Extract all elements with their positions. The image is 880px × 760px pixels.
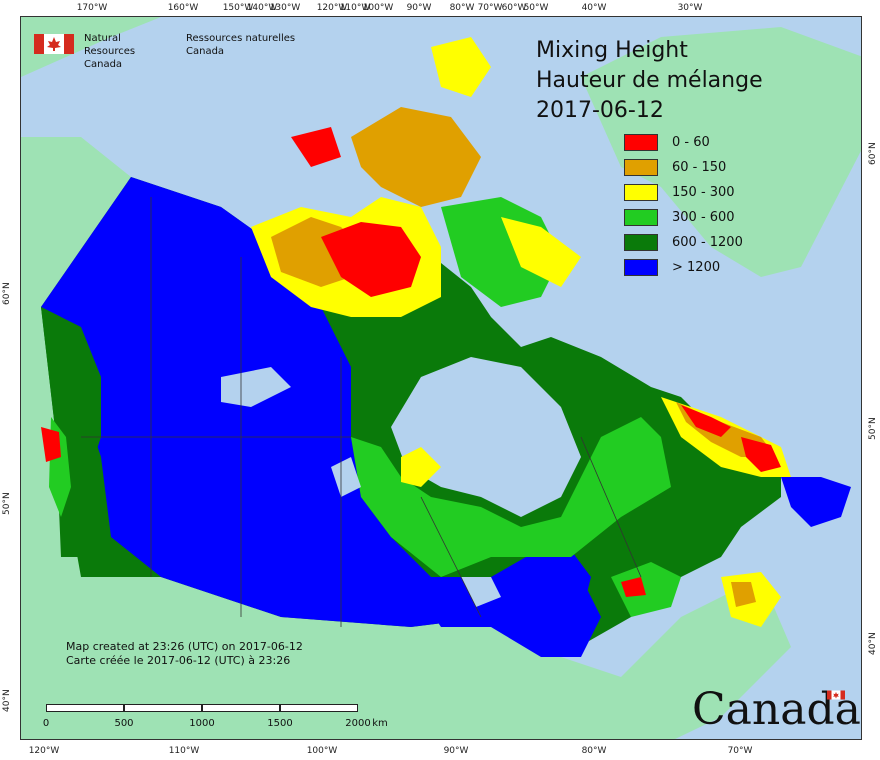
agency-french-line2: Canada (186, 46, 225, 57)
top-tick-label: 160°W (167, 3, 199, 13)
scale-bar-label: 1500 (267, 718, 293, 729)
scale-bar-unit: km (372, 718, 388, 729)
land-alaska (21, 137, 131, 739)
scale-bar-segment (280, 704, 358, 712)
region-labrador-red (681, 405, 731, 437)
top-tick-label: 120°W (316, 3, 348, 13)
provincial-borders (81, 197, 642, 627)
region-bc-coast-green (41, 307, 101, 557)
legend-label: 300 - 600 (672, 210, 735, 225)
region-ontario-blue (421, 577, 601, 657)
title-french: Hauteur de mélange (536, 68, 763, 93)
agency-english-line2: Canada (84, 59, 123, 70)
created-french: Carte créée le 2017-06-12 (UTC) à 23:26 (66, 654, 291, 667)
map-frame (20, 16, 862, 740)
region-newfoundland-blue (781, 477, 851, 527)
canada-flag-icon (34, 34, 74, 54)
left-tick-label: 60°N (2, 282, 12, 305)
bottom-tick-label: 70°W (727, 746, 753, 756)
legend-label: 60 - 150 (672, 160, 727, 175)
legend-swatch (624, 184, 658, 201)
top-tick-label: 50°W (523, 3, 549, 13)
right-tick-label: 50°N (868, 417, 878, 440)
region-ellesmere-orange (351, 107, 481, 207)
legend-swatch (624, 234, 658, 251)
legend-label: 600 - 1200 (672, 235, 743, 250)
left-tick-label: 40°N (2, 689, 12, 712)
scale-bar-segment (202, 704, 280, 712)
legend-swatch (624, 159, 658, 176)
land-usa (61, 517, 791, 739)
right-tick-label: 40°N (868, 632, 878, 655)
canada-wordmark: Canada (692, 688, 861, 732)
agency-french-line1: Ressources naturelles (186, 33, 296, 44)
top-tick-label: 90°W (406, 3, 432, 13)
bottom-tick-label: 120°W (28, 746, 60, 756)
top-tick-label: 30°W (677, 3, 703, 13)
scale-bar: 0 500 1000 1500 2000 km (42, 704, 406, 734)
legend-swatch (624, 209, 658, 226)
bottom-tick-label: 110°W (168, 746, 200, 756)
top-tick-label: 100°W (362, 3, 394, 13)
map-canvas (21, 17, 861, 739)
scale-bar-segment (124, 704, 202, 712)
lake-winnipeg (331, 457, 361, 497)
legend-label: 150 - 300 (672, 185, 735, 200)
scale-bar-label: 2000 (345, 718, 371, 729)
top-tick-label: 140°W (246, 3, 278, 13)
top-tick-label: 170°W (76, 3, 108, 13)
lake-superior (461, 577, 501, 607)
bottom-tick-label: 100°W (306, 746, 338, 756)
title-english: Mixing Height (536, 38, 688, 63)
region-southeast-lightgreen (611, 562, 681, 617)
top-tick-label: 60°W (501, 3, 527, 13)
region-west-blue (41, 177, 591, 657)
region-baffin-yellow (501, 217, 581, 287)
created-english: Map created at 23:26 (UTC) on 2017-06-12 (66, 640, 303, 653)
creation-note: Map created at 23:26 (UTC) on 2017-06-12… (66, 640, 303, 668)
region-shield-lightgreen (351, 417, 671, 577)
legend-label: 0 - 60 (672, 135, 710, 150)
title-date: 2017-06-12 (536, 98, 664, 123)
legend-swatch (624, 259, 658, 276)
region-arctic-red (321, 222, 421, 297)
top-tick-label: 40°W (581, 3, 607, 13)
agency-english-line1: Natural Resources (84, 33, 136, 57)
map-title: Mixing Height Hauteur de mélange 2017-06… (536, 36, 763, 126)
top-tick-label: 150°W (222, 3, 254, 13)
left-tick-label: 50°N (2, 492, 12, 515)
agency-name-french: Ressources naturelles Canada (186, 32, 296, 58)
top-tick-label: 70°W (477, 3, 503, 13)
top-tick-label: 130°W (269, 3, 301, 13)
top-tick-label: 80°W (449, 3, 475, 13)
bottom-tick-label: 80°W (581, 746, 607, 756)
region-southeast-red (621, 577, 646, 597)
scale-bar-label: 1000 (189, 718, 215, 729)
region-labrador-red-2 (741, 437, 781, 472)
legend-label: > 1200 (672, 260, 721, 275)
top-tick-label: 110°W (339, 3, 371, 13)
land-greenland (581, 27, 861, 277)
agency-name-english: Natural Resources Canada (84, 32, 154, 71)
right-tick-label: 60°N (868, 142, 878, 165)
scale-bar-label: 500 (114, 718, 134, 729)
bottom-tick-label: 90°W (443, 746, 469, 756)
scale-bar-label: 0 (42, 718, 50, 729)
region-hudson-yellow (401, 447, 441, 487)
region-ellesmere-yellow (431, 37, 491, 97)
region-maritimes-orange (731, 582, 756, 607)
lake-great-slave (221, 367, 291, 407)
hudson-bay (391, 357, 581, 517)
region-banks-red (291, 127, 341, 167)
land-northwest (21, 17, 161, 77)
legend-swatch (624, 134, 658, 151)
scale-bar-segment (46, 704, 124, 712)
region-bc-red (41, 427, 61, 462)
wordmark-flag-icon (827, 690, 845, 700)
